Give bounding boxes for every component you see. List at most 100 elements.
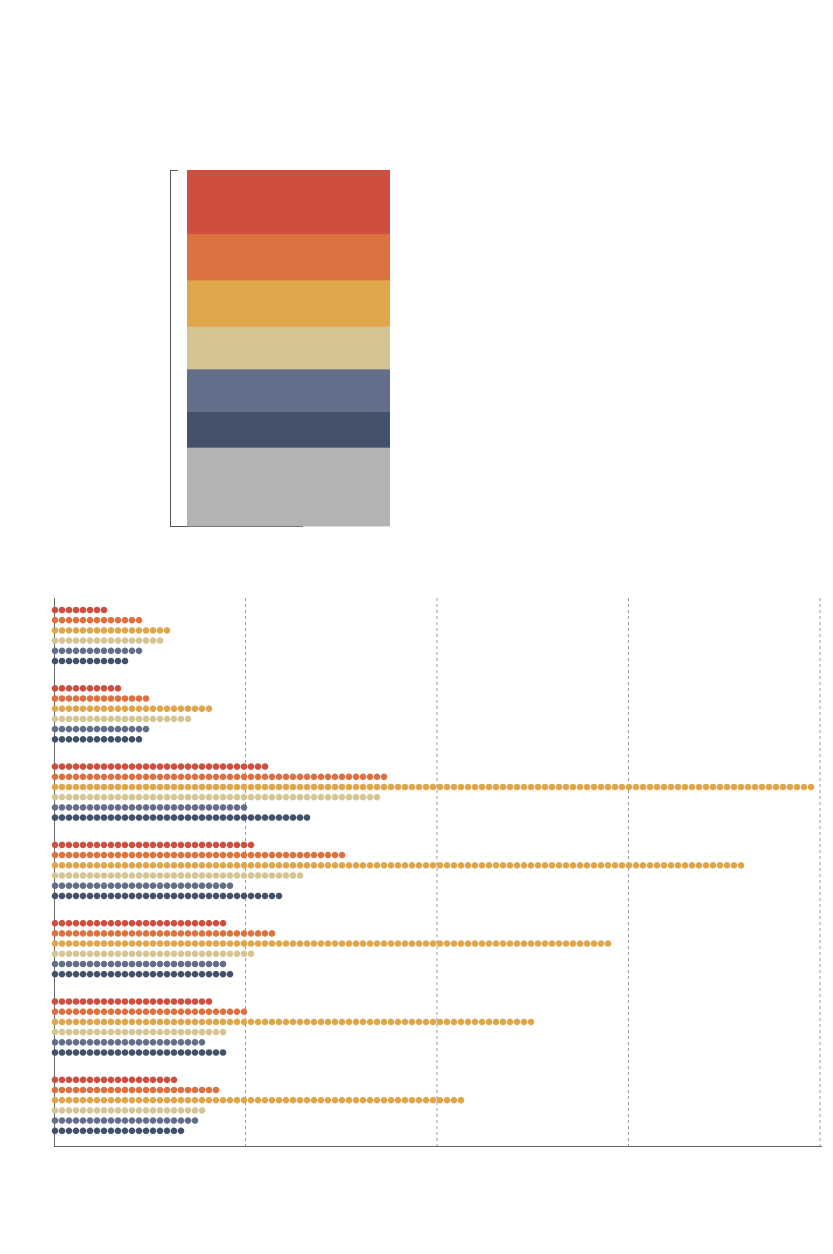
dot [135,793,143,801]
dot [107,1127,115,1135]
dot [51,872,59,879]
dot [135,1076,143,1084]
dot [198,1086,206,1094]
dot [282,783,290,791]
dot [338,1096,346,1104]
dot [79,970,87,978]
dot [177,892,185,900]
dot [583,940,591,947]
dot [233,930,241,937]
dot [310,793,318,801]
dot [79,763,87,770]
dot [142,892,150,900]
dot [737,862,745,869]
dot [709,862,717,869]
dot [51,851,59,859]
dot [58,637,66,644]
dot [212,862,220,869]
dot [58,606,66,614]
dot [107,1049,115,1056]
dot [191,1049,199,1056]
dot [65,950,73,958]
dot [100,1018,108,1026]
dot [324,793,332,801]
dot [142,695,150,702]
dot [142,862,150,869]
dot [156,1117,164,1124]
dot [100,606,108,614]
stack-segment-3 [187,280,390,328]
dot [296,783,304,791]
dot [177,1086,185,1094]
dot [408,940,416,947]
dot [156,851,164,859]
dot [184,1086,192,1094]
dot [380,783,388,791]
dot [212,872,220,879]
dot [471,1018,479,1026]
dot [198,841,206,849]
dot [191,773,199,781]
dot [93,637,101,644]
dot [464,783,472,791]
dot [156,1049,164,1056]
dot [401,862,409,869]
dot [86,725,94,733]
dot [331,1018,339,1026]
dot [177,773,185,781]
dot [51,1049,59,1056]
dot [65,872,73,879]
dot [93,715,101,723]
dot [58,715,66,723]
dot [429,1096,437,1104]
dot [198,814,206,821]
dot [282,1018,290,1026]
dot [149,851,157,859]
dot [86,1028,94,1036]
dot [583,862,591,869]
dot [296,1018,304,1026]
dot [107,851,115,859]
dot [128,814,136,821]
dot [275,851,283,859]
dot [149,1096,157,1104]
dot [366,793,374,801]
dot [79,1039,87,1046]
dot [79,841,87,849]
dot [156,1076,164,1084]
dot [163,950,171,958]
dot [86,695,94,702]
dot [128,1018,136,1026]
dot [261,872,269,879]
dot [226,872,234,879]
dot [177,1028,185,1036]
dot [72,715,80,723]
dot [184,1049,192,1056]
dot [219,804,227,811]
dot [114,1018,122,1026]
dot [457,862,465,869]
dot [443,940,451,947]
dot [464,1018,472,1026]
dot [198,1028,206,1036]
dot [107,804,115,811]
dot [296,1096,304,1104]
dot [51,1086,59,1094]
dot [86,1076,94,1084]
dot [786,783,794,791]
dot-bar-group2-series5 [51,725,150,733]
dot [436,783,444,791]
dot [100,657,108,665]
dot [65,804,73,811]
dot [436,862,444,869]
dot [100,647,108,655]
dot [86,841,94,849]
dot [135,1008,143,1015]
dot [457,783,465,791]
dot [58,1076,66,1084]
dot [331,1096,339,1104]
dot [205,930,213,937]
dot [464,940,472,947]
dot [107,1076,115,1084]
dot [296,872,304,879]
